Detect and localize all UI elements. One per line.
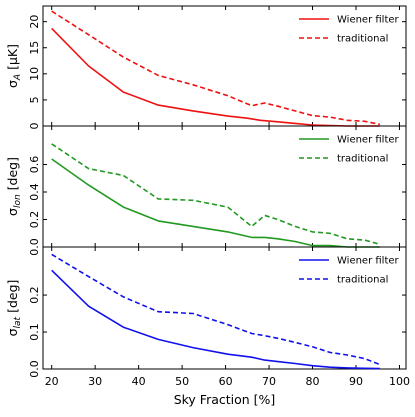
x-tick-label: 30 <box>88 375 102 388</box>
y-label-symbol: σ <box>5 80 20 88</box>
y-tick-label: 15 <box>28 41 41 55</box>
y-tick-label: 5 <box>28 96 41 103</box>
legend-label: Wiener filter <box>337 15 400 26</box>
y-label-subscript: lon <box>13 194 23 208</box>
x-tick-label: 40 <box>132 375 146 388</box>
y-label-unit: [μK] <box>5 44 20 74</box>
y-tick-label: 20 <box>28 15 41 29</box>
legend-label: traditional <box>337 275 388 286</box>
y-tick-label: 0.4 <box>28 183 41 201</box>
series-line-wiener-filter <box>51 269 380 370</box>
y-tick-label: 0.0 <box>28 360 41 378</box>
y-label-symbol: σ <box>5 328 20 336</box>
legend-label: traditional <box>337 154 388 165</box>
y-axis-label: σA [μK] <box>5 44 23 88</box>
x-tick-label: 100 <box>389 375 410 388</box>
y-axis-label: σlon [deg] <box>5 157 23 216</box>
series-line-traditional <box>51 10 381 126</box>
series-line-traditional <box>51 253 381 366</box>
y-label-subscript: lat <box>13 316 23 328</box>
y-tick-label: 0.2 <box>28 286 41 304</box>
y-tick-label: 10 <box>28 67 41 81</box>
panel-2: 0.0 0.2 0.4 0.6 σlon [deg] Wiener filter tradi… <box>5 125 407 256</box>
y-label-symbol: σ <box>5 208 20 216</box>
x-tick-label: 60 <box>219 375 233 388</box>
x-tick-label: 80 <box>306 375 320 388</box>
x-tick-label: 50 <box>175 375 189 388</box>
x-axis-label: Sky Fraction [%] <box>174 392 276 407</box>
legend-label: Wiener filter <box>337 256 400 267</box>
x-tick-label: 90 <box>349 375 363 388</box>
y-axis-label: σlat [deg] <box>5 280 23 337</box>
legend-label: Wiener filter <box>337 135 400 146</box>
legend-label: traditional <box>337 34 388 45</box>
panel-1: 0 5 10 15 20 σA [μK] Wiener filter traditional <box>5 5 407 130</box>
y-tick-label: 0.0 <box>28 238 41 256</box>
x-tick-label: 70 <box>262 375 276 388</box>
panel-frame <box>42 246 407 370</box>
y-label-subscript: A <box>13 74 23 81</box>
panel-3: 0.0 0.1 0.2 σlat [deg] Wiener filter traditio… <box>5 246 407 378</box>
y-label-unit: [deg] <box>5 157 20 194</box>
y-tick-label: 0.6 <box>28 156 41 174</box>
y-tick-label: 0.1 <box>28 323 41 341</box>
y-label-unit: [deg] <box>5 280 20 317</box>
x-tick-label: 20 <box>45 375 59 388</box>
y-tick-label: 0.2 <box>28 211 41 229</box>
series-line-traditional <box>51 143 381 246</box>
y-tick-label: 0 <box>28 123 41 130</box>
